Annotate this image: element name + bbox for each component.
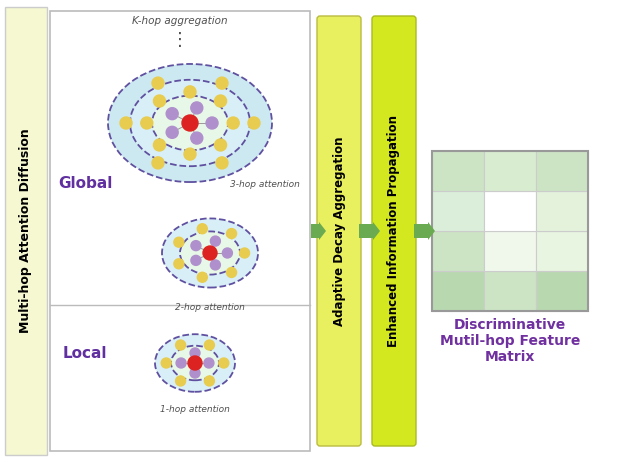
- Text: K-hop aggregation: K-hop aggregation: [132, 16, 228, 26]
- Circle shape: [191, 241, 201, 250]
- Ellipse shape: [108, 64, 272, 182]
- Circle shape: [191, 256, 201, 265]
- Text: Multi-hop Attention Diffusion: Multi-hop Attention Diffusion: [19, 129, 33, 333]
- Circle shape: [204, 340, 214, 350]
- Bar: [536, 191, 588, 231]
- Circle shape: [239, 248, 250, 258]
- Circle shape: [161, 358, 172, 368]
- Bar: [484, 151, 536, 191]
- Text: 2-hop attention: 2-hop attention: [175, 303, 245, 312]
- Circle shape: [211, 260, 220, 270]
- Text: Local: Local: [63, 345, 108, 361]
- Circle shape: [219, 358, 229, 368]
- Text: 1-hop attention: 1-hop attention: [160, 405, 230, 414]
- Circle shape: [203, 246, 217, 260]
- Circle shape: [152, 157, 164, 169]
- Bar: [432, 151, 588, 311]
- Circle shape: [190, 368, 200, 378]
- Text: Discriminative
Mutil-hop Feature
Matrix: Discriminative Mutil-hop Feature Matrix: [440, 318, 580, 364]
- Ellipse shape: [171, 346, 219, 380]
- Bar: [484, 231, 536, 271]
- Circle shape: [174, 259, 184, 269]
- Ellipse shape: [162, 219, 258, 288]
- Circle shape: [182, 115, 198, 131]
- Ellipse shape: [130, 80, 250, 166]
- Bar: [50, 11, 310, 451]
- Circle shape: [166, 108, 178, 119]
- Text: 3-hop attention: 3-hop attention: [230, 180, 300, 189]
- Ellipse shape: [180, 232, 240, 275]
- Ellipse shape: [152, 96, 228, 150]
- Circle shape: [216, 157, 228, 169]
- Text: ⋮: ⋮: [171, 31, 189, 49]
- Text: Global: Global: [58, 175, 112, 190]
- Ellipse shape: [155, 334, 235, 392]
- Bar: [536, 151, 588, 191]
- Circle shape: [227, 268, 237, 277]
- Bar: [432, 231, 484, 271]
- Circle shape: [154, 95, 166, 107]
- Bar: [432, 271, 484, 311]
- Circle shape: [152, 77, 164, 89]
- Circle shape: [211, 236, 220, 246]
- Circle shape: [190, 348, 200, 358]
- Circle shape: [191, 132, 203, 144]
- Circle shape: [174, 237, 184, 247]
- Circle shape: [214, 95, 227, 107]
- Bar: [536, 271, 588, 311]
- FancyArrow shape: [414, 222, 435, 240]
- Circle shape: [197, 224, 207, 234]
- Circle shape: [184, 86, 196, 98]
- Circle shape: [204, 376, 214, 386]
- Circle shape: [188, 356, 202, 370]
- Circle shape: [248, 117, 260, 129]
- FancyArrow shape: [311, 222, 326, 240]
- Circle shape: [154, 139, 166, 151]
- Bar: [432, 151, 484, 191]
- Circle shape: [175, 340, 186, 350]
- Circle shape: [176, 358, 186, 368]
- FancyArrow shape: [359, 222, 380, 240]
- Circle shape: [120, 117, 132, 129]
- Circle shape: [175, 376, 186, 386]
- Circle shape: [214, 139, 227, 151]
- Circle shape: [206, 117, 218, 129]
- Circle shape: [227, 229, 237, 238]
- Circle shape: [184, 148, 196, 160]
- Circle shape: [216, 77, 228, 89]
- Bar: [484, 271, 536, 311]
- FancyBboxPatch shape: [372, 16, 416, 446]
- FancyBboxPatch shape: [317, 16, 361, 446]
- Circle shape: [197, 272, 207, 282]
- Bar: [484, 191, 536, 231]
- Bar: [536, 231, 588, 271]
- Circle shape: [223, 248, 232, 258]
- Text: Adaptive Decay Aggregation: Adaptive Decay Aggregation: [333, 136, 346, 326]
- Bar: [432, 191, 484, 231]
- Circle shape: [166, 126, 178, 138]
- Circle shape: [204, 358, 214, 368]
- Circle shape: [141, 117, 153, 129]
- Circle shape: [191, 102, 203, 114]
- Text: Enhanced Information Propagation: Enhanced Information Propagation: [387, 115, 401, 347]
- Circle shape: [227, 117, 239, 129]
- Bar: [5, 7, 47, 455]
